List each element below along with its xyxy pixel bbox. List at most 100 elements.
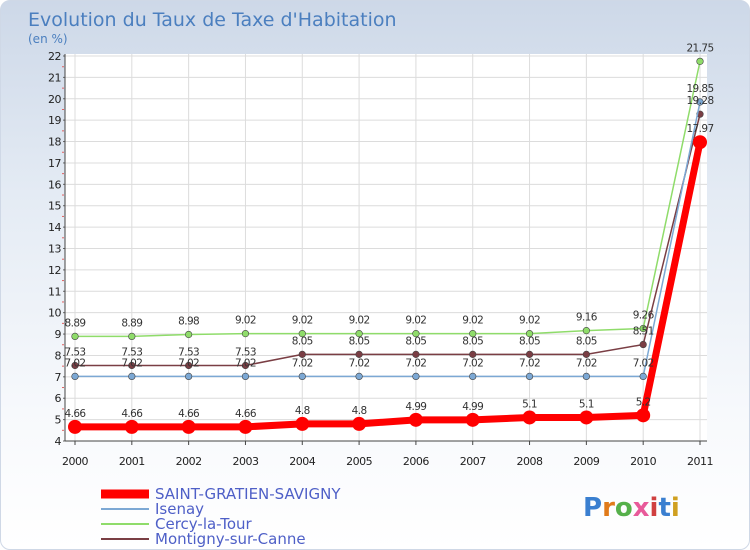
logo-letter: r — [602, 493, 615, 523]
logo-letter: i — [650, 493, 659, 523]
data-point — [128, 361, 136, 370]
data-label: 4.66 — [178, 408, 200, 420]
data-label: 7.02 — [405, 357, 426, 369]
data-point — [693, 135, 707, 150]
data-label: 7.02 — [292, 357, 313, 369]
data-point — [412, 350, 420, 358]
data-point — [579, 410, 594, 425]
data-label: 9.02 — [235, 315, 256, 327]
y-tick-label: 4 — [55, 435, 62, 448]
data-label: 4.99 — [462, 401, 483, 413]
data-point — [352, 416, 367, 431]
logo-letter: i — [671, 493, 680, 523]
x-tick-label: 2011 — [687, 455, 713, 468]
x-tick-label: 2004 — [289, 455, 315, 468]
axes: 4 5 6 7 8 9 10 11 12 13 14 15 16 17 18 19 20 21 22 2000 2001… — [48, 50, 714, 468]
proxiti-logo: Proxiti — [583, 493, 680, 523]
data-label: 5.1 — [522, 398, 537, 410]
x-tick-label: 2009 — [573, 455, 599, 468]
data-point — [696, 57, 704, 65]
data-label: 7.53 — [65, 346, 86, 358]
data-point — [71, 361, 79, 370]
data-point — [412, 372, 420, 381]
data-point — [525, 330, 534, 338]
y-tick-label: 6 — [55, 392, 62, 405]
data-point — [124, 419, 139, 434]
data-label: 19.28 — [686, 95, 713, 107]
data-point — [582, 350, 590, 358]
x-tick-label: 2007 — [460, 455, 486, 468]
x-tick-label: 2008 — [517, 455, 543, 468]
data-point — [181, 419, 196, 434]
data-label: 9.02 — [519, 315, 540, 327]
data-label: 4.66 — [65, 408, 87, 420]
data-point — [469, 372, 477, 381]
data-point — [696, 98, 704, 106]
data-label: 7.53 — [121, 346, 142, 358]
data-label: 7.02 — [349, 357, 370, 369]
data-point — [185, 372, 193, 381]
data-label: 8.05 — [576, 335, 597, 347]
data-label: 7.02 — [519, 357, 540, 369]
logo-letter: x — [633, 493, 650, 523]
data-label: 5.1 — [579, 398, 594, 410]
grid — [65, 54, 707, 442]
data-point — [128, 332, 136, 341]
data-label: 9.02 — [292, 315, 313, 327]
y-tick-label: 19 — [48, 114, 61, 127]
legend-label: Cercy-la-Tour — [155, 515, 253, 533]
series-line-isenay — [75, 101, 701, 378]
data-label: 21.75 — [686, 42, 713, 54]
x-tick-label: 2002 — [176, 455, 202, 468]
y-tick-label: 12 — [48, 264, 61, 277]
data-point — [636, 408, 651, 423]
data-point — [298, 372, 306, 381]
data-point — [71, 332, 79, 341]
data-label: 8.05 — [405, 335, 426, 347]
data-label: 4.8 — [295, 405, 310, 417]
data-label: 8.98 — [178, 315, 199, 327]
y-tick-label: 15 — [48, 200, 61, 213]
y-tick-label: 8 — [55, 349, 62, 362]
data-point — [241, 330, 250, 338]
series-line-saint-gratien-savigny — [75, 141, 704, 431]
data-label: 7.02 — [178, 357, 199, 369]
logo-text: Proxiti — [583, 493, 680, 523]
data-label: 8.05 — [292, 335, 313, 347]
data-label: 9.16 — [576, 312, 598, 324]
data-point — [355, 372, 363, 381]
data-label: 4.66 — [121, 408, 143, 420]
data-label: 9.02 — [405, 315, 426, 327]
data-point — [465, 412, 480, 427]
data-point — [185, 330, 193, 339]
logo-letter: t — [658, 493, 670, 523]
data-label: 9.02 — [462, 315, 483, 327]
data-point — [298, 350, 306, 358]
data-point — [525, 350, 534, 358]
series-line-cercy-la-tour — [75, 61, 701, 338]
data-label: 7.53 — [235, 346, 256, 358]
logo-letter: o — [615, 493, 633, 523]
data-label: 5.2 — [636, 396, 651, 408]
data-point — [71, 372, 79, 381]
y-tick-label: 22 — [48, 50, 61, 63]
legend-label: SAINT-GRATIEN-SAVIGNY — [155, 485, 341, 503]
data-label: 8.89 — [121, 317, 142, 329]
x-tick-label: 2006 — [403, 455, 429, 468]
data-label: 8.05 — [349, 335, 370, 347]
x-tick-label: 2005 — [346, 455, 372, 468]
data-label: 7.02 — [576, 357, 597, 369]
data-label: 7.02 — [462, 357, 483, 369]
data-label: 8.05 — [519, 335, 540, 347]
data-point — [408, 412, 423, 427]
x-tick-label: 2003 — [232, 455, 258, 468]
y-tick-label: 5 — [55, 414, 62, 427]
data-point — [469, 350, 477, 358]
x-tick-label: 2010 — [630, 455, 656, 468]
legend-label: Isenay — [155, 500, 204, 518]
data-point — [185, 361, 193, 370]
data-label: 7.53 — [178, 346, 199, 358]
data-label: 8.05 — [462, 335, 483, 347]
data-point — [295, 416, 310, 431]
y-tick-label: 11 — [48, 285, 61, 298]
